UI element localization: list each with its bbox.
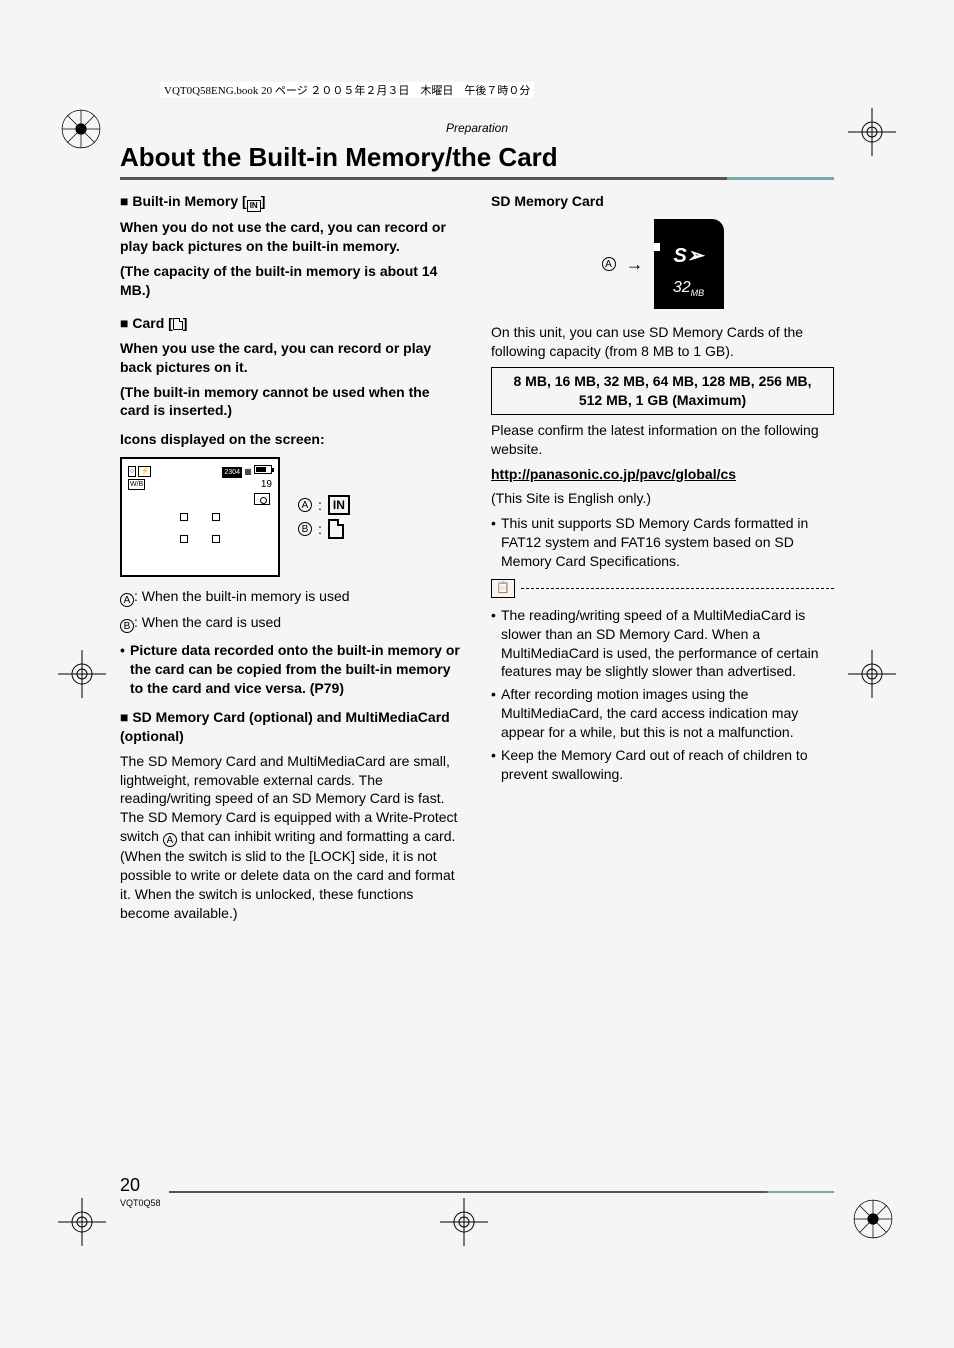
card-icon [328, 519, 344, 539]
english-only-note: (This Site is English only.) [491, 489, 834, 508]
note-1: The reading/writing speed of a MultiMedi… [491, 606, 834, 682]
icons-heading: Icons displayed on the screen: [120, 430, 463, 449]
note-3: Keep the Memory Card out of reach of chi… [491, 746, 834, 784]
card-icon [173, 318, 183, 330]
memory-indicator-icon [254, 493, 270, 507]
builtin-p1: When you do not use the card, you can re… [120, 218, 463, 256]
sd-optional-heading: ■ SD Memory Card (optional) and MultiMed… [120, 708, 463, 746]
capacity-list-box: 8 MB, 16 MB, 32 MB, 64 MB, 128 MB, 256 M… [491, 367, 834, 415]
page-content: Preparation About the Built-in Memory/th… [120, 120, 834, 929]
builtin-p2: (The capacity of the built-in memory is … [120, 262, 463, 300]
shots-remaining: 19 [261, 478, 272, 492]
arrow-icon: → [626, 252, 644, 276]
quality-icon: ▦ [244, 467, 252, 476]
book-header: VQT0Q58ENG.book 20 ページ ２００５年２月３日 木曜日 午後７… [160, 82, 534, 98]
note-icon: 📋 [491, 579, 515, 598]
sd-para: The SD Memory Card and MultiMediaCard ar… [120, 752, 463, 923]
left-column: ■ Built-in Memory [IN] When you do not u… [120, 192, 463, 928]
registration-mark-icon [58, 650, 106, 698]
page-title: About the Built-in Memory/the Card [120, 140, 834, 175]
sd-card-illustration: S➢ 32MB [654, 219, 724, 309]
heading-text: ■ Built-in Memory [ [120, 193, 247, 209]
card-p1: When you use the card, you can record or… [120, 339, 463, 377]
registration-mark-icon [848, 108, 896, 156]
registration-mark-icon [848, 650, 896, 698]
fan-mark-icon [852, 1198, 894, 1240]
card-heading: ■ Card [] [120, 314, 463, 333]
note-2: After recording motion images using the … [491, 685, 834, 742]
sd-capacity: 32MB [656, 277, 722, 299]
picture-data-bullet: Picture data recorded onto the built-in … [120, 641, 463, 698]
page-footer: 20 VQT0Q58 [120, 1175, 834, 1208]
label-b-icon: B [298, 522, 312, 536]
focus-brackets [180, 513, 220, 543]
section-label: Preparation [120, 120, 834, 136]
builtin-heading: ■ Built-in Memory [IN] [120, 192, 463, 212]
screen-figure: ○ ⚡ 2304 ▦ W/B 19 [120, 457, 463, 577]
lcd-screen: ○ ⚡ 2304 ▦ W/B 19 [120, 457, 280, 577]
registration-mark-icon [58, 1198, 106, 1246]
label-a-icon: A [298, 498, 312, 512]
website-url[interactable]: http://panasonic.co.jp/pavc/global/cs [491, 465, 834, 484]
legend-box: A : IN B : [298, 491, 350, 543]
label-a-icon: A [602, 257, 616, 271]
res-indicator: 2304 [222, 467, 242, 478]
legend-a-text: A: When the built-in memory is used [120, 587, 463, 607]
in-icon: IN [328, 495, 350, 515]
sd-intro: On this unit, you can use SD Memory Card… [491, 323, 834, 361]
in-icon: IN [247, 200, 261, 212]
heading-text: ] [183, 315, 188, 331]
legend-b-text: B: When the card is used [120, 613, 463, 633]
sd-title: SD Memory Card [491, 192, 834, 211]
wb-icon: W/B [128, 479, 145, 490]
label-a-icon: A [120, 593, 134, 607]
rec-mode-icon: ○ [128, 466, 136, 477]
label-a-icon: A [163, 833, 177, 847]
heading-text: ] [261, 193, 266, 209]
footer-rule [169, 1191, 834, 1193]
sd-card-figure: A → S➢ 32MB [491, 219, 834, 309]
battery-icon [254, 465, 272, 474]
title-rule [120, 177, 834, 180]
fan-mark-icon [60, 108, 102, 150]
heading-text: ■ Card [ [120, 315, 173, 331]
sd-logo: S➢ [656, 243, 722, 270]
note-divider: 📋 [491, 579, 834, 598]
label-b-icon: B [120, 619, 134, 633]
right-column: SD Memory Card A → S➢ 32MB On this unit,… [491, 192, 834, 928]
divider-dashes [521, 588, 834, 589]
card-p2: (The built-in memory cannot be used when… [120, 383, 463, 421]
doc-code: VQT0Q58 [120, 1198, 161, 1208]
fat-bullet: This unit supports SD Memory Cards forma… [491, 514, 834, 571]
confirm-text: Please confirm the latest information on… [491, 421, 834, 459]
flash-icon: ⚡ [138, 466, 151, 477]
page-number: 20 [120, 1175, 161, 1196]
